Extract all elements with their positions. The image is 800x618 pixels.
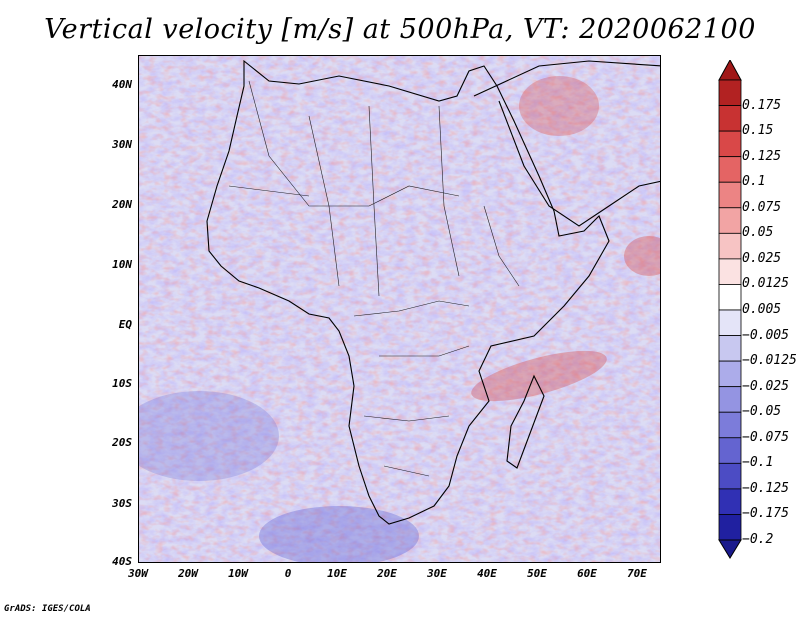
- lon-label-20e: 20E: [377, 567, 397, 580]
- ascent-region-north: [519, 76, 599, 136]
- coastlines: [206, 59, 660, 525]
- colorbar-label: −0.2: [742, 532, 774, 547]
- lat-label-30n: 30N: [112, 138, 132, 151]
- colorbar-label: −0.005: [742, 327, 789, 343]
- colorbar-swatch: [718, 207, 742, 234]
- colorbar-label: 0.005: [742, 302, 782, 317]
- colorbar-label: 0.0125: [742, 276, 789, 292]
- map-plot-area: [138, 55, 661, 563]
- colorbar-swatch: [718, 411, 742, 439]
- colorbar-swatch: [718, 462, 742, 490]
- arabian-coast: [498, 100, 660, 227]
- colorbar-swatch: [718, 284, 742, 311]
- lon-label-40e: 40E: [477, 567, 497, 580]
- lon-label-30w: 30W: [128, 567, 148, 580]
- grads-credit: GrADS: IGES/COLA: [4, 604, 91, 614]
- lat-label-30s: 30S: [112, 497, 132, 510]
- lat-label-10s: 10S: [112, 377, 132, 390]
- lon-label-50e: 50E: [527, 567, 547, 580]
- colorbar-swatch: [718, 181, 742, 209]
- colorbar-label: 0.125: [742, 148, 782, 164]
- colorbar-label: −0.025: [742, 378, 789, 394]
- colorbar: [715, 58, 745, 564]
- colorbar-swatch: [718, 156, 742, 183]
- lon-label-0: 0: [284, 567, 292, 580]
- colorbar-swatch: [718, 360, 742, 388]
- colorbar-label: 0.025: [742, 250, 782, 266]
- colorbar-swatch: [718, 79, 742, 106]
- colorbar-top-arrow: [718, 58, 742, 81]
- lon-label-20w: 20W: [178, 567, 198, 580]
- country-borders: [228, 80, 520, 477]
- colorbar-label: 0.175: [742, 97, 782, 113]
- lat-label-20s: 20S: [112, 436, 132, 449]
- lon-label-10e: 10E: [327, 567, 347, 580]
- ascent-band: [471, 350, 607, 402]
- colorbar-swatch: [718, 232, 742, 260]
- colorbar-label: 0.1: [742, 174, 766, 190]
- colorbar-swatch: [718, 335, 742, 362]
- colorbar-label: 0.075: [742, 199, 782, 215]
- colorbar-label: −0.075: [742, 429, 789, 445]
- lon-label-10w: 10W: [228, 567, 248, 580]
- madagascar-outline: [506, 374, 545, 469]
- velocity-field-map: [139, 56, 660, 562]
- lat-label-20n: 20N: [112, 198, 132, 211]
- descent-region: [139, 391, 279, 481]
- colorbar-swatches: [718, 58, 742, 559]
- strong-descent-region: [259, 506, 419, 562]
- coast-north: [473, 60, 660, 97]
- lon-label-70e: 70E: [627, 567, 647, 580]
- colorbar-swatch: [718, 258, 742, 285]
- lon-label-30e: 30E: [427, 567, 447, 580]
- colorbar-swatch: [718, 437, 742, 464]
- lat-label-10n: 10N: [112, 258, 132, 271]
- lat-label-eq: EQ: [118, 318, 132, 331]
- ascent-region-east: [624, 236, 660, 276]
- colorbar-bottom-arrow: [718, 539, 742, 559]
- colorbar-label: −0.05: [742, 404, 782, 420]
- colorbar-swatch: [718, 386, 742, 413]
- colorbar-label: −0.1: [742, 455, 774, 471]
- colorbar-label: −0.0125: [742, 353, 797, 369]
- lon-label-60e: 60E: [577, 567, 597, 580]
- map-title: Vertical velocity [m/s] at 500hPa, VT: 2…: [44, 14, 756, 45]
- colorbar-swatch: [718, 309, 742, 336]
- colorbar-swatch: [718, 514, 742, 541]
- colorbar-label: −0.125: [742, 480, 789, 496]
- colorbar-label: −0.175: [742, 506, 789, 522]
- colorbar-swatch: [718, 130, 742, 158]
- colorbar-label: 0.15: [742, 123, 774, 139]
- lat-label-40n: 40N: [112, 78, 132, 91]
- colorbar-swatch: [718, 105, 742, 132]
- colorbar-swatch: [718, 488, 742, 515]
- colorbar-label: 0.05: [742, 225, 774, 241]
- lat-label-40s: 40S: [112, 555, 132, 568]
